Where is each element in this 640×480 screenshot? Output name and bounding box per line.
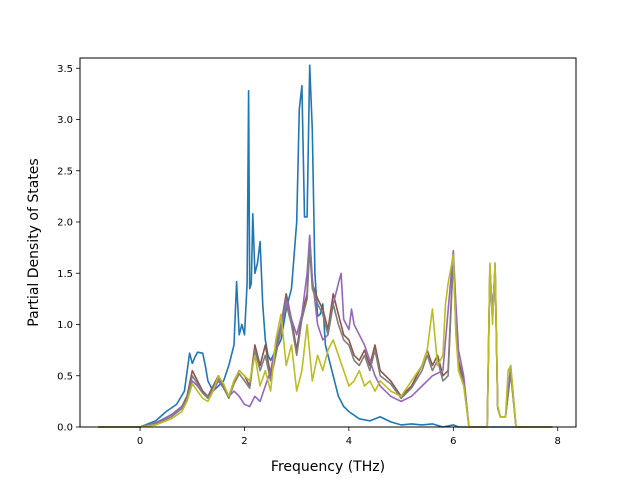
x-tick-label: 2 (241, 436, 247, 447)
y-tick-label: 1.0 (57, 320, 73, 331)
series-layer (98, 64, 553, 428)
x-tick-label: 0 (137, 436, 143, 447)
x-axis-label: Frequency (THz) (271, 459, 385, 475)
x-tick-label: 6 (450, 436, 456, 447)
tick-layer: 0 2 4 6 8 0.0 0.5 1.0 1.5 2.0 2.5 3.0 3.5 (57, 64, 561, 447)
plot-area-frame (79, 57, 577, 428)
y-tick-label: 0.0 (57, 423, 73, 434)
x-tick-label: 8 (555, 436, 561, 447)
y-tick-label: 2.5 (57, 166, 73, 177)
y-axis-label: Partial Density of States (26, 158, 42, 326)
y-tick-label: 3.5 (57, 64, 73, 75)
y-tick-label: 1.5 (57, 269, 73, 280)
y-tick-label: 0.5 (57, 371, 73, 382)
y-tick-label: 2.0 (57, 218, 73, 229)
y-tick-label: 3.0 (57, 115, 73, 126)
x-tick-label: 4 (346, 436, 352, 447)
